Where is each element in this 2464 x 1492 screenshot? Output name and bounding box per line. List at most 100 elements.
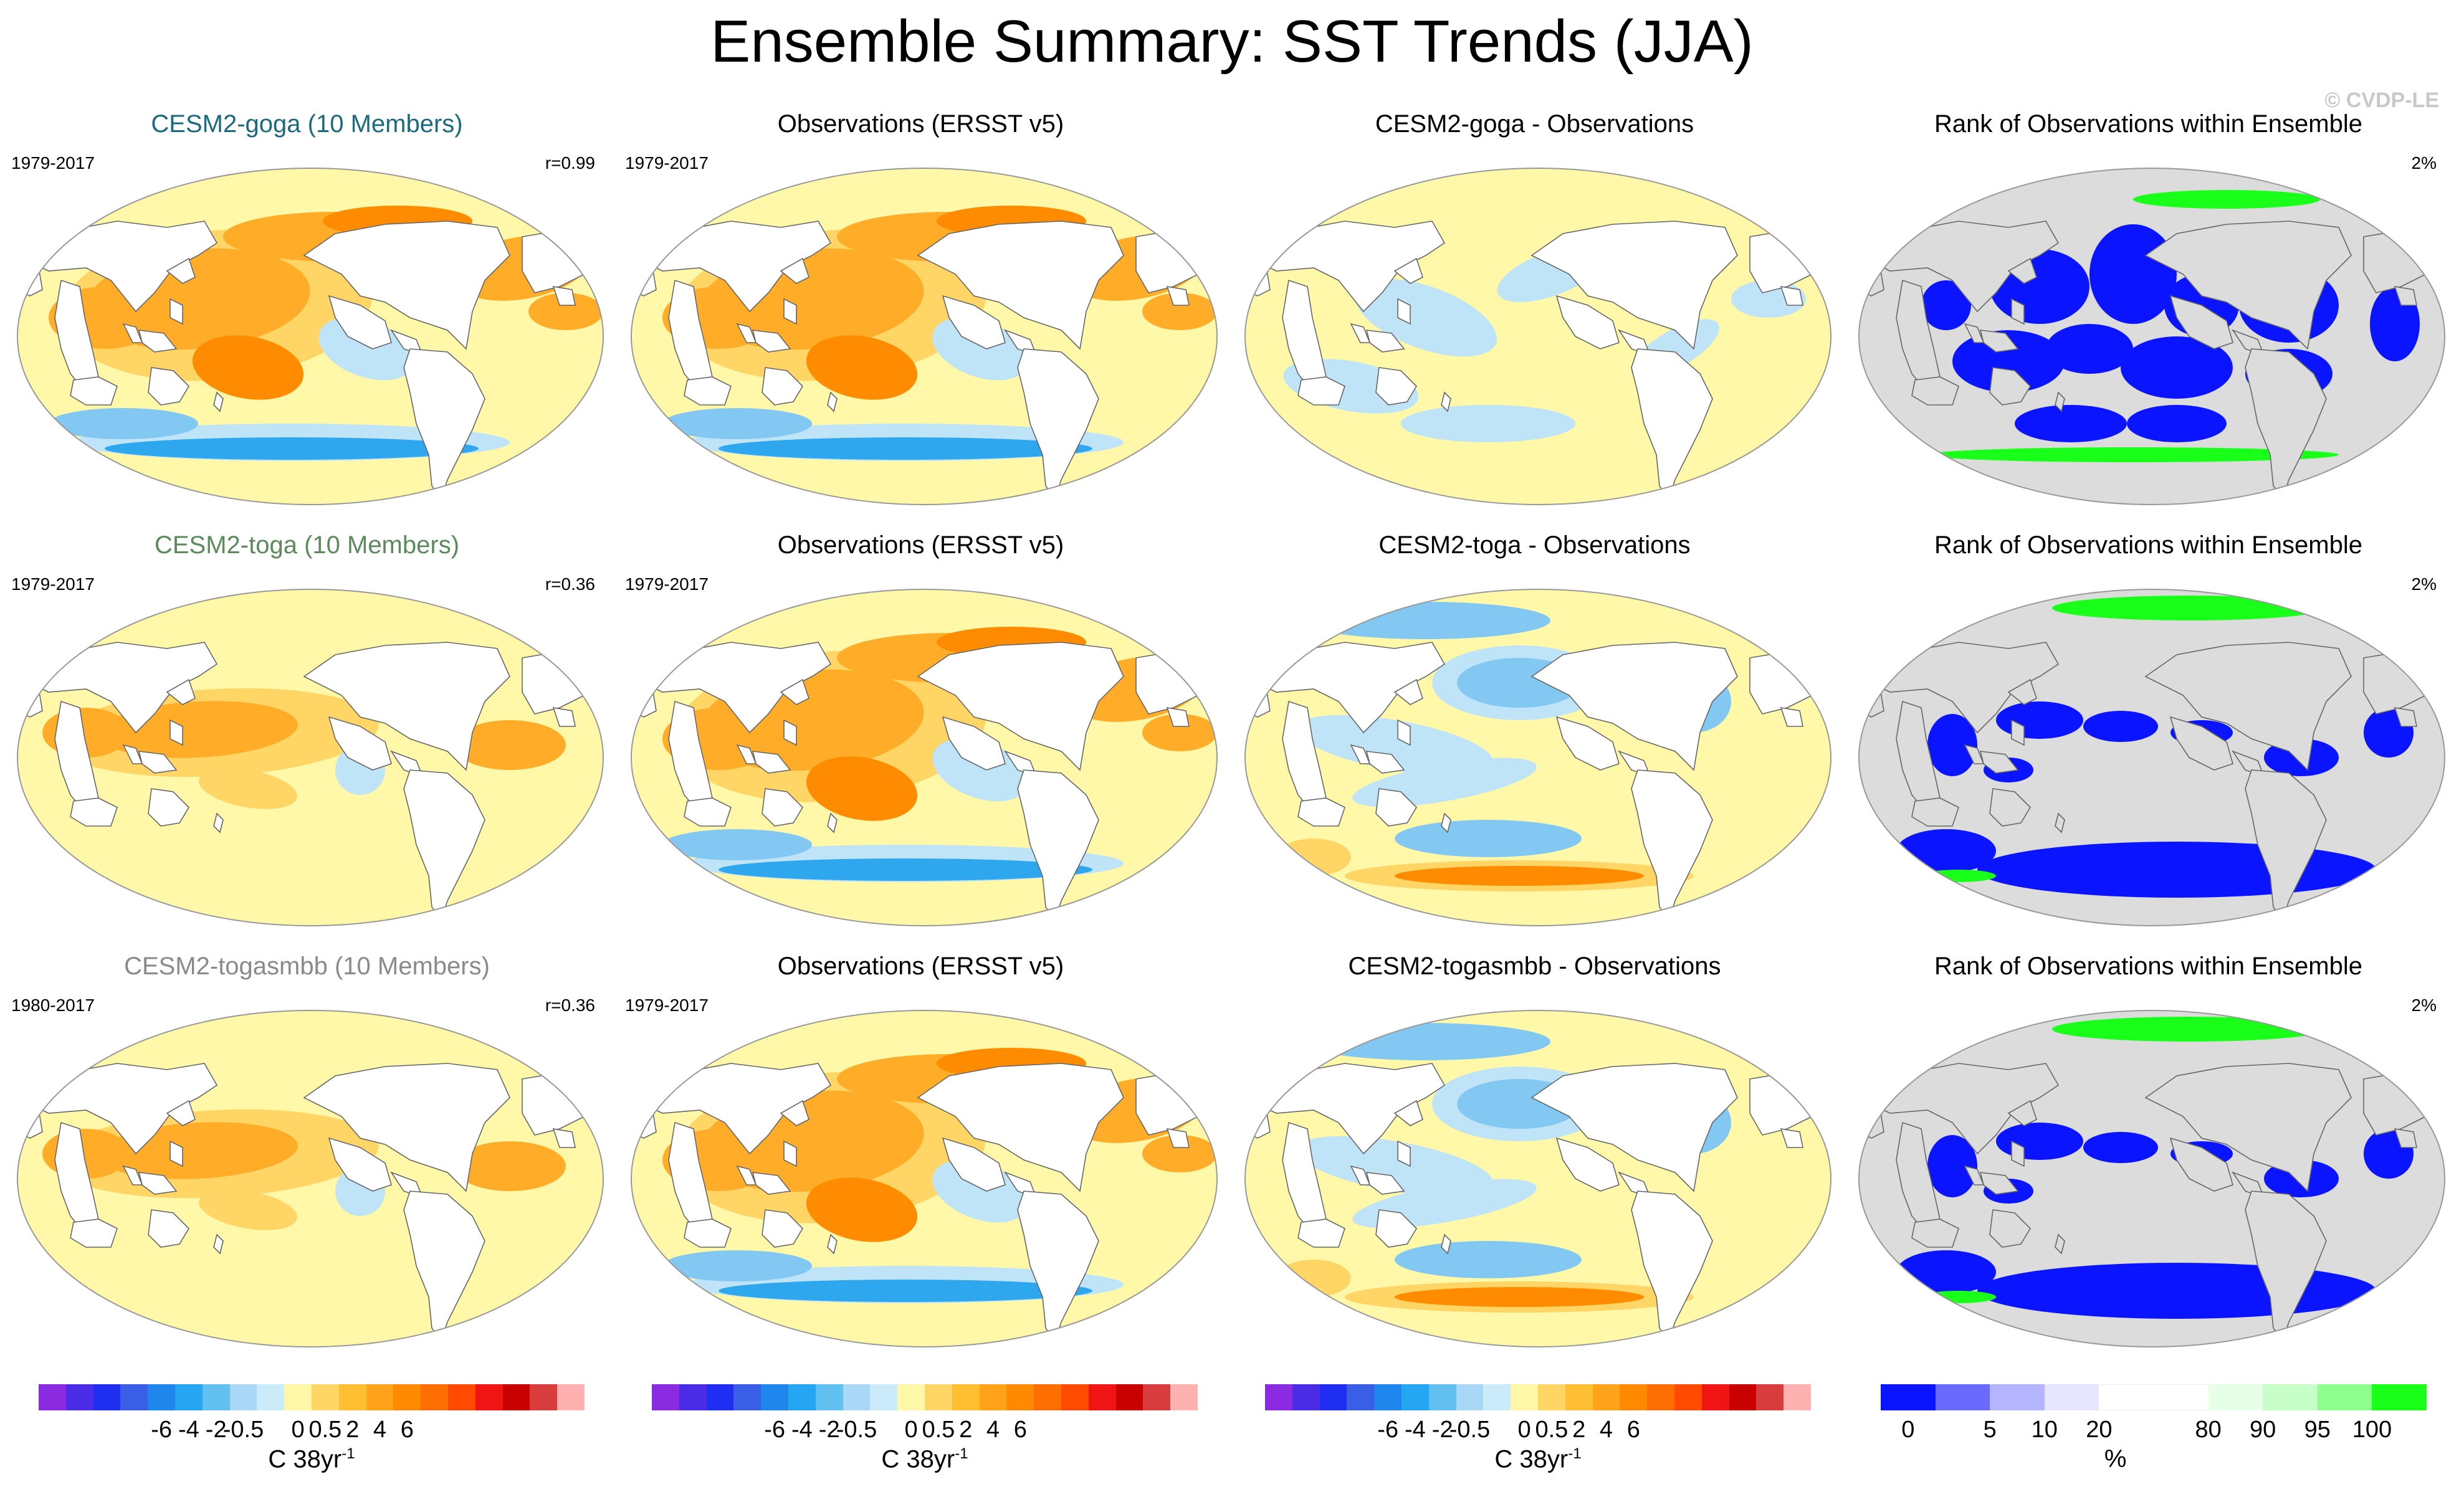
period-label: 1979-2017 <box>625 153 709 173</box>
colorbar-tick: 2 <box>346 1417 360 1443</box>
colorbar-swatch <box>761 1384 788 1410</box>
colorbar-swatch <box>229 1384 257 1410</box>
colorbar-tick: 6 <box>400 1417 414 1443</box>
colorbar-swatch <box>366 1384 394 1410</box>
map <box>631 168 1218 505</box>
colorbar-swatch <box>1511 1384 1538 1410</box>
colorbar-tick: 20 <box>2086 1417 2113 1443</box>
colorbar-tick: 0.5 <box>308 1417 342 1443</box>
colorbar-swatch <box>1565 1384 1593 1410</box>
panel-title: Observations (ERSST v5) <box>777 531 1064 559</box>
map <box>1858 589 2445 926</box>
colorbar-swatch <box>843 1384 871 1410</box>
colorbar-boxes <box>1881 1384 2427 1410</box>
colorbar-swatch <box>447 1384 475 1410</box>
panel-model-row3: CESM2-togasmbb (10 Members) 1980-2017 r=0.… <box>0 948 614 1369</box>
map <box>1858 1010 2445 1347</box>
colorbar-swatch <box>393 1384 421 1410</box>
colorbar-swatch <box>1456 1384 1484 1410</box>
panel-title: CESM2-goga - Observations <box>1375 110 1694 138</box>
colorbar-tick: -0.5 <box>222 1417 264 1443</box>
colorbar-swatch <box>679 1384 707 1410</box>
colorbar-swatch <box>1143 1384 1171 1410</box>
colorbar-swatch <box>870 1384 898 1410</box>
colorbar-swatch <box>1115 1384 1144 1410</box>
map <box>1858 168 2445 505</box>
colorbar-swatch <box>1537 1384 1565 1410</box>
map-wrap <box>1239 1004 1837 1353</box>
stat-label: r=0.36 <box>545 574 595 594</box>
period-label: 1979-2017 <box>625 574 709 594</box>
colorbar-swatch <box>1990 1384 2045 1410</box>
colorbar-swatch <box>311 1384 339 1410</box>
colorbar-swatch <box>2099 1384 2154 1410</box>
colorbar-swatch <box>93 1384 121 1410</box>
colorbar-boxes <box>39 1384 585 1410</box>
panel-title: Rank of Observations within Ensemble <box>1934 953 2362 980</box>
map <box>1244 1010 1831 1347</box>
colorbar-tick: 4 <box>373 1417 387 1443</box>
map <box>631 1010 1218 1347</box>
colorbar-swatch <box>1701 1384 1729 1410</box>
colorbar-unit-label: C 38yr-1 <box>268 1445 355 1473</box>
colorbar-swatch <box>952 1384 980 1410</box>
colorbar-swatch <box>338 1384 366 1410</box>
map-wrap <box>1853 583 2451 932</box>
panel-obs-row1: Observations (ERSST v5) 1979-2017 <box>614 106 1228 527</box>
colorbar-swatch <box>1061 1384 1089 1410</box>
map <box>1244 168 1831 505</box>
map-wrap <box>1853 162 2451 511</box>
colorbar-swatch <box>174 1384 203 1410</box>
map <box>17 1010 604 1347</box>
colorbar-tick: 10 <box>2031 1417 2058 1443</box>
colorbar-swatch <box>1401 1384 1429 1410</box>
trend-colorbar-1: -6 -4 -2 -0.5 0 0.5 2 4 6 C 38yr-1 <box>39 1384 585 1484</box>
map-wrap <box>625 1004 1223 1353</box>
panel-diff-row2: CESM2-toga - Observations <box>1228 527 1841 948</box>
credit-watermark: © CVDP-LE <box>2324 88 2439 112</box>
panel-model-row1: CESM2-goga (10 Members) 1979-2017 r=0.99 <box>0 106 614 527</box>
colorbar-swatch <box>924 1384 952 1410</box>
colorbar-tick: -2 <box>1431 1417 1453 1443</box>
colorbar-tick: -6 <box>764 1417 785 1443</box>
map-wrap <box>1239 162 1837 511</box>
panel-obs-row2: Observations (ERSST v5) 1979-2017 <box>614 527 1228 948</box>
colorbar-tick: 0 <box>1517 1417 1531 1443</box>
stat-label: 2% <box>2411 153 2437 173</box>
period-label: 1979-2017 <box>11 153 95 173</box>
colorbar-swatch <box>979 1384 1007 1410</box>
colorbar-swatch <box>557 1384 585 1410</box>
colorbar-unit-label: % <box>2104 1445 2127 1473</box>
map-wrap <box>1239 583 1837 932</box>
panel-title: Rank of Observations within Ensemble <box>1934 110 2362 138</box>
colorbar-swatch <box>2263 1384 2318 1410</box>
map-wrap <box>625 583 1223 932</box>
stat-label: 2% <box>2411 995 2437 1015</box>
colorbar-swatch <box>284 1384 312 1410</box>
colorbar-swatch <box>1881 1384 1936 1410</box>
colorbar-tick: -2 <box>205 1417 227 1443</box>
colorbar-tick: 0.5 <box>1535 1417 1569 1443</box>
colorbar-swatch <box>1647 1384 1674 1410</box>
colorbar-tick: -4 <box>178 1417 199 1443</box>
main-title: Ensemble Summary: SST Trends (JJA) <box>710 8 1754 75</box>
colorbar-tick: 2 <box>1572 1417 1586 1443</box>
colorbar-swatch <box>788 1384 816 1410</box>
colorbar-tick: 4 <box>1599 1417 1613 1443</box>
colorbar-tick: 6 <box>1013 1417 1027 1443</box>
colorbar-tick: 0 <box>1901 1417 1915 1443</box>
colorbar-swatch <box>815 1384 843 1410</box>
period-label: 1979-2017 <box>11 574 95 594</box>
colorbar-swatch <box>2153 1384 2209 1410</box>
colorbar-swatch <box>1006 1384 1034 1410</box>
colorbar-boxes <box>652 1384 1198 1410</box>
colorbar-swatch <box>1374 1384 1402 1410</box>
colorbar-swatch <box>1784 1384 1811 1410</box>
map-wrap <box>1853 1004 2451 1353</box>
colorbar-tick: -4 <box>1404 1417 1426 1443</box>
colorbar-swatch <box>530 1384 558 1410</box>
colorbar-tick: -6 <box>151 1417 172 1443</box>
colorbar-unit-label: C 38yr-1 <box>881 1445 968 1473</box>
colorbar-swatch <box>1088 1384 1116 1410</box>
colorbar-unit-label: C 38yr-1 <box>1494 1445 1582 1473</box>
